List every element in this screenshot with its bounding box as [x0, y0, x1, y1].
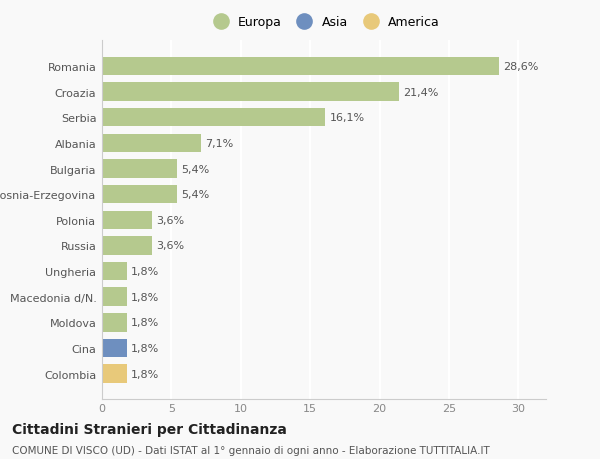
Text: 28,6%: 28,6%: [503, 62, 538, 72]
Bar: [102, 364, 127, 383]
Bar: [102, 339, 127, 358]
Bar: [102, 185, 177, 204]
Text: 3,6%: 3,6%: [156, 241, 184, 251]
Text: 21,4%: 21,4%: [403, 87, 439, 97]
Bar: [102, 262, 127, 281]
Text: 1,8%: 1,8%: [131, 292, 160, 302]
Bar: [102, 313, 127, 332]
Bar: [102, 211, 152, 230]
Text: 1,8%: 1,8%: [131, 343, 160, 353]
Bar: [102, 288, 127, 306]
Bar: [102, 237, 152, 255]
Text: Cittadini Stranieri per Cittadinanza: Cittadini Stranieri per Cittadinanza: [12, 422, 287, 436]
Text: 1,8%: 1,8%: [131, 318, 160, 328]
Bar: [102, 57, 499, 76]
Text: 7,1%: 7,1%: [205, 139, 233, 149]
Bar: [102, 109, 325, 127]
Text: 5,4%: 5,4%: [181, 190, 209, 200]
Text: 1,8%: 1,8%: [131, 267, 160, 276]
Text: 16,1%: 16,1%: [329, 113, 365, 123]
Legend: Europa, Asia, America: Europa, Asia, America: [206, 13, 442, 32]
Text: 3,6%: 3,6%: [156, 215, 184, 225]
Bar: [102, 83, 399, 101]
Text: COMUNE DI VISCO (UD) - Dati ISTAT al 1° gennaio di ogni anno - Elaborazione TUTT: COMUNE DI VISCO (UD) - Dati ISTAT al 1° …: [12, 445, 490, 455]
Text: 1,8%: 1,8%: [131, 369, 160, 379]
Bar: [102, 160, 177, 179]
Bar: [102, 134, 200, 153]
Text: 5,4%: 5,4%: [181, 164, 209, 174]
